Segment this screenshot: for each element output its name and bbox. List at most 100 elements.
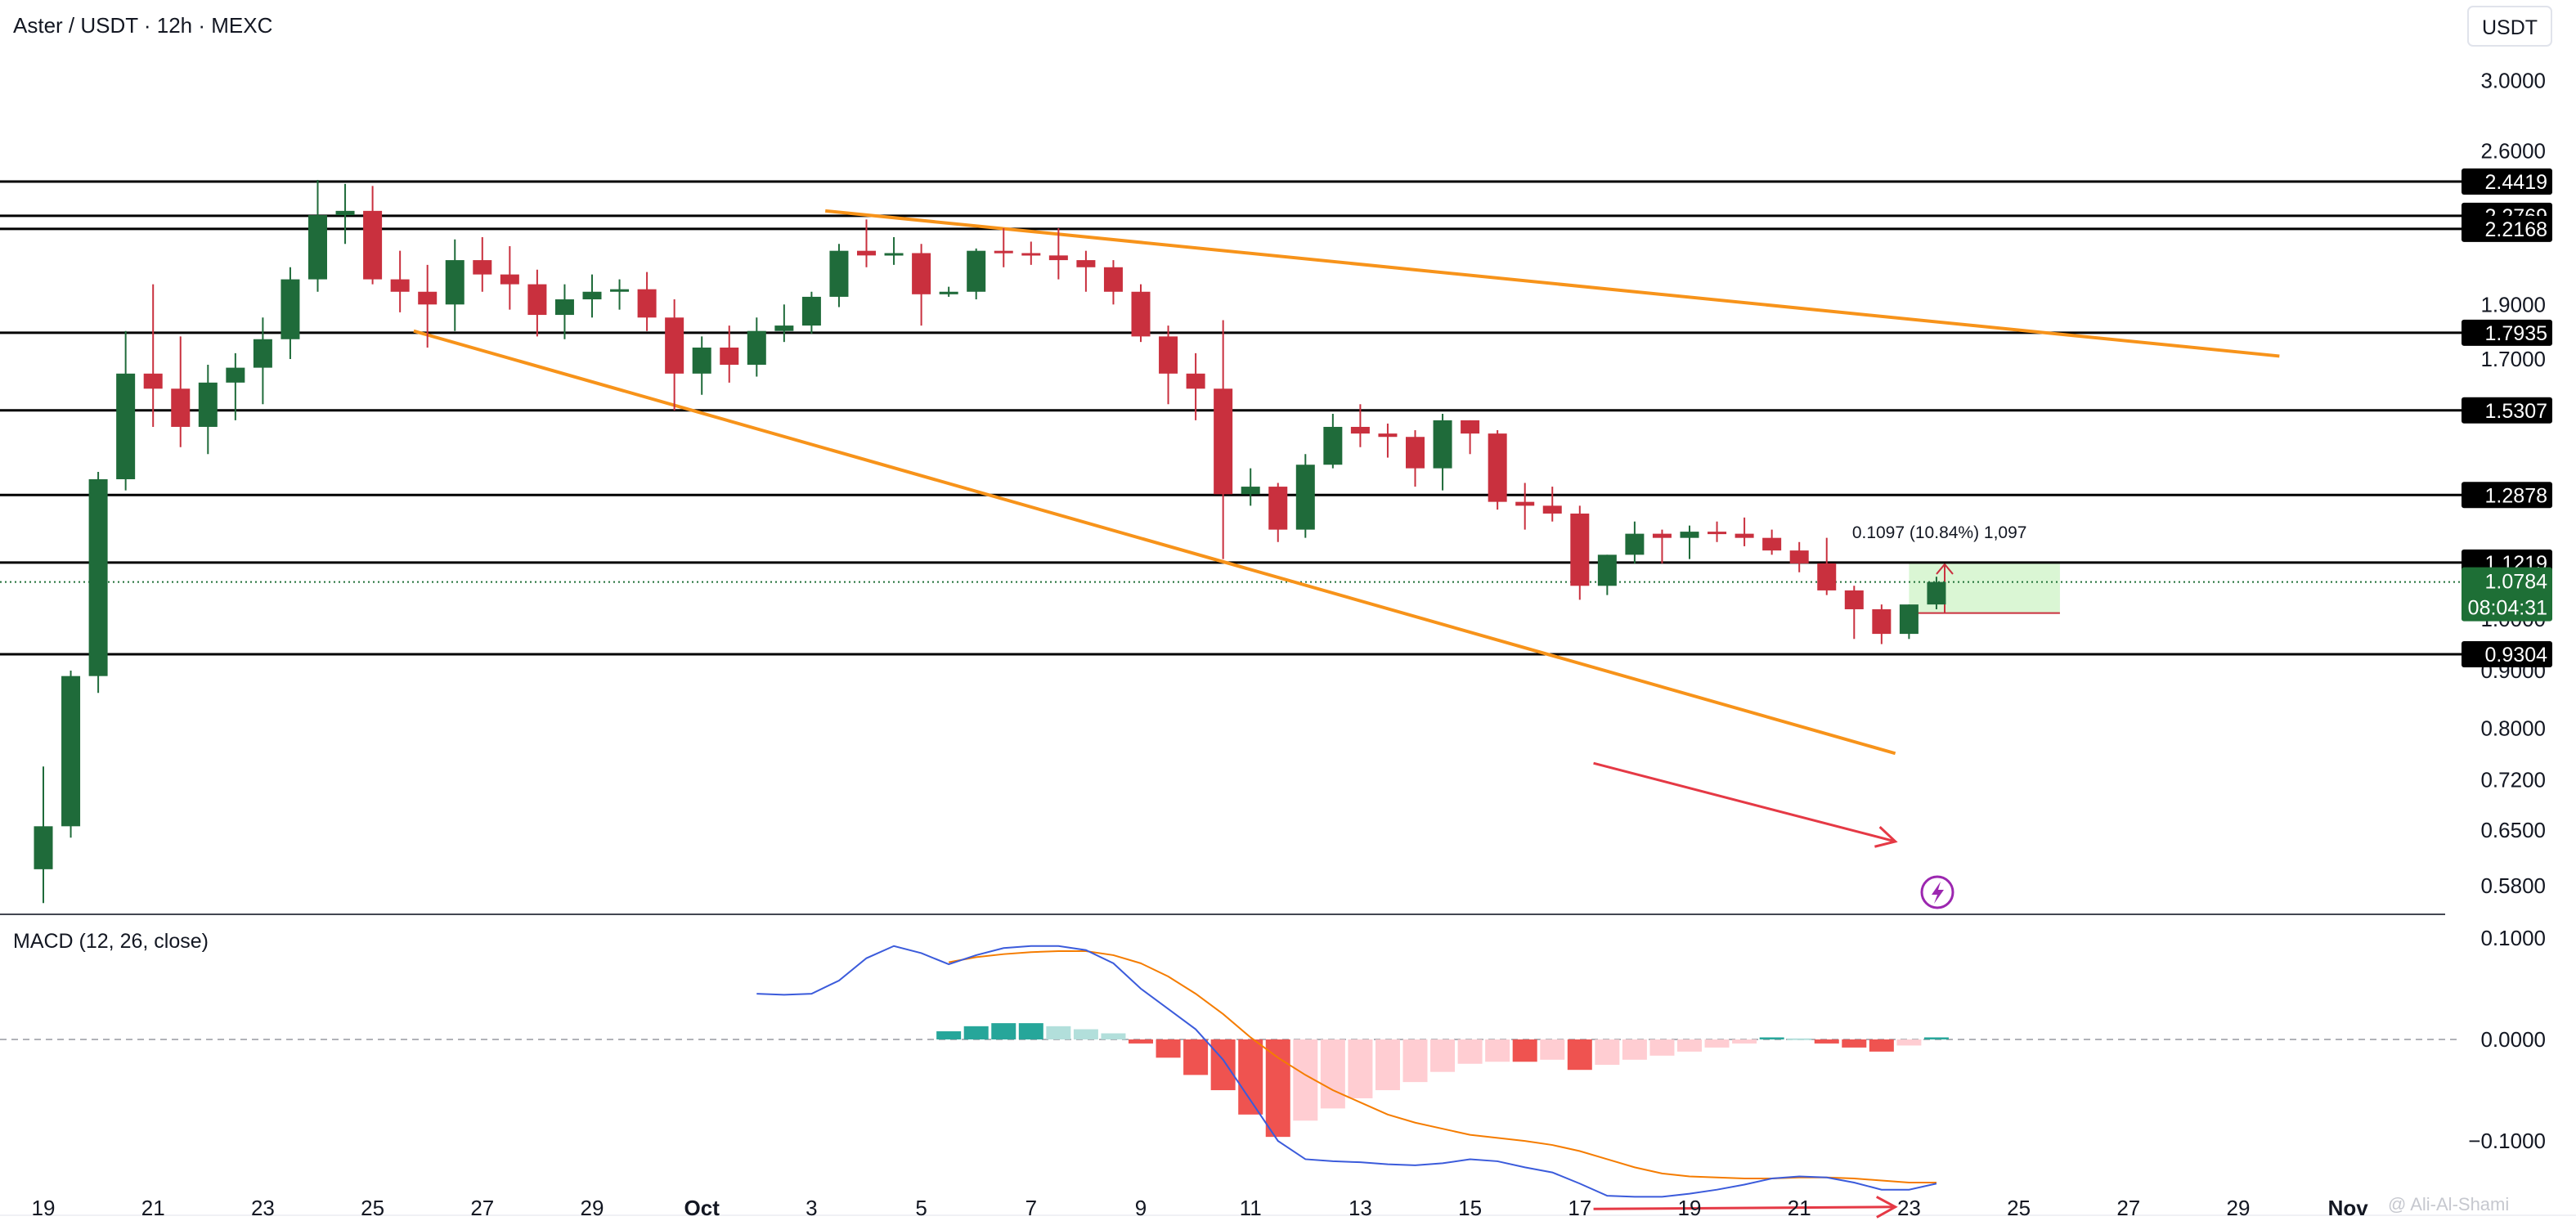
macd-histogram-bar bbox=[1512, 1039, 1537, 1062]
candle bbox=[1680, 525, 1699, 559]
macd-histogram-bar bbox=[1485, 1039, 1510, 1062]
candle-body bbox=[308, 215, 327, 280]
price-down-arrow[interactable] bbox=[1593, 761, 1898, 848]
candle-body bbox=[720, 348, 739, 366]
upper-trendline[interactable] bbox=[824, 209, 2280, 358]
level-price-tag-bg bbox=[2462, 397, 2552, 424]
candle-body bbox=[171, 388, 191, 427]
level-price-tag[interactable]: 1.7935 bbox=[2462, 319, 2552, 346]
candle-body bbox=[1295, 465, 1315, 530]
currency-button[interactable]: USDT bbox=[2467, 6, 2552, 47]
candle bbox=[1762, 529, 1782, 555]
candle-body bbox=[582, 291, 602, 300]
time-axis-label: 5 bbox=[915, 1196, 927, 1220]
candle bbox=[1268, 483, 1288, 542]
macd-histogram-bar bbox=[1348, 1039, 1373, 1098]
arrow-head bbox=[1876, 1196, 1898, 1219]
candle-body bbox=[939, 291, 958, 294]
watermark: @ Ali-Al-Shami bbox=[2388, 1194, 2509, 1214]
current-price-tag-text: 1.0784 bbox=[2485, 571, 2548, 594]
price-axis[interactable]: 3.00002.60001.90001.70001.30001.00000.90… bbox=[2462, 69, 2552, 1153]
level-price-tag-text: 2.2168 bbox=[2485, 218, 2547, 241]
currency-button-label: USDT bbox=[2482, 16, 2538, 39]
candle bbox=[116, 330, 136, 491]
level-price-tag-bg bbox=[2462, 482, 2552, 509]
candle-body bbox=[912, 253, 931, 294]
candle-body bbox=[61, 676, 81, 827]
candle bbox=[774, 304, 794, 343]
macd-line bbox=[756, 945, 1937, 1198]
arrow-shaft bbox=[1593, 761, 1896, 843]
candle-body bbox=[1625, 533, 1645, 555]
level-price-tag[interactable]: 2.2168 bbox=[2462, 215, 2552, 242]
time-axis-label: Nov bbox=[2328, 1196, 2369, 1220]
candle-body bbox=[665, 317, 684, 374]
candle bbox=[1570, 505, 1590, 600]
macd-histogram-bar bbox=[1101, 1033, 1126, 1039]
time-axis-label: 19 bbox=[32, 1196, 56, 1220]
macd-histogram-bar bbox=[1923, 1037, 1949, 1039]
candle bbox=[1159, 325, 1178, 405]
level-price-tag[interactable]: 1.2878 bbox=[2462, 482, 2552, 509]
macd-histogram-bar bbox=[991, 1023, 1016, 1039]
candle bbox=[801, 291, 821, 334]
candle bbox=[1927, 577, 1946, 609]
level-price-tag-text: 1.5307 bbox=[2485, 400, 2547, 423]
candle-body bbox=[637, 289, 657, 318]
macd-histogram-bar bbox=[1787, 1038, 1812, 1040]
macd-histogram-bar bbox=[1842, 1039, 1867, 1048]
level-price-tag[interactable]: 2.4419 bbox=[2462, 168, 2552, 195]
macd-arrow[interactable] bbox=[1593, 1196, 1898, 1219]
macd-histogram-bar bbox=[1402, 1039, 1428, 1083]
candle bbox=[308, 179, 327, 292]
candle bbox=[1817, 537, 1837, 595]
candle-body bbox=[1268, 487, 1288, 530]
price-axis-label: 0.8000 bbox=[2480, 716, 2546, 741]
candle bbox=[500, 246, 519, 310]
macd-histogram-bar bbox=[1896, 1039, 1922, 1046]
lower-trendline[interactable] bbox=[413, 329, 1896, 756]
time-axis-label: Oct bbox=[684, 1196, 720, 1220]
candle bbox=[1625, 521, 1645, 563]
candles bbox=[34, 179, 1946, 904]
measurement-label: 0.1097 (10.84%) 1,097 bbox=[1852, 523, 2027, 542]
macd-histogram-bar bbox=[1595, 1039, 1620, 1065]
candle bbox=[527, 269, 547, 337]
candle-body bbox=[1131, 291, 1151, 337]
candle bbox=[939, 286, 958, 297]
candle bbox=[1844, 586, 1864, 640]
candle bbox=[1515, 483, 1535, 530]
macd-histogram-bar bbox=[1567, 1039, 1592, 1071]
candle bbox=[829, 244, 849, 308]
lightning-icon[interactable] bbox=[1920, 875, 1954, 909]
candle-body bbox=[774, 325, 794, 331]
level-price-tag-bg bbox=[2462, 215, 2552, 242]
current-price-tag[interactable]: 1.0784 08:04:31 bbox=[2462, 567, 2552, 622]
arrows[interactable] bbox=[1593, 761, 1898, 1219]
candle bbox=[1021, 241, 1041, 265]
macd-histogram-bar bbox=[1759, 1037, 1784, 1039]
candle bbox=[363, 186, 383, 285]
candle-body bbox=[829, 250, 849, 297]
macd-histogram-bar bbox=[1457, 1039, 1483, 1064]
time-axis[interactable]: 19 21 23 25 27 29 Oct 3 5 7 9 11 13 15 17 19 21 23 25 27 29 N… bbox=[32, 1196, 2369, 1220]
candle-body bbox=[335, 210, 355, 216]
trendlines[interactable] bbox=[413, 209, 2280, 756]
price-axis-label: 3.0000 bbox=[2480, 69, 2546, 93]
time-axis-label: 11 bbox=[1240, 1196, 1262, 1220]
level-price-tag[interactable]: 1.5307 bbox=[2462, 397, 2552, 424]
candle-body bbox=[1048, 255, 1068, 261]
candle-body bbox=[1597, 554, 1617, 586]
candle bbox=[1708, 521, 1727, 542]
candle bbox=[1241, 468, 1260, 506]
level-price-tag[interactable]: 0.9304 bbox=[2462, 641, 2552, 668]
candle bbox=[554, 284, 574, 339]
candle bbox=[1542, 487, 1562, 522]
price-axis-label: 1.9000 bbox=[2480, 292, 2546, 316]
arrow-head bbox=[1874, 826, 1898, 848]
candle bbox=[1295, 454, 1315, 538]
candle bbox=[1323, 413, 1343, 469]
candle bbox=[1899, 604, 1919, 640]
candle bbox=[1735, 517, 1754, 546]
